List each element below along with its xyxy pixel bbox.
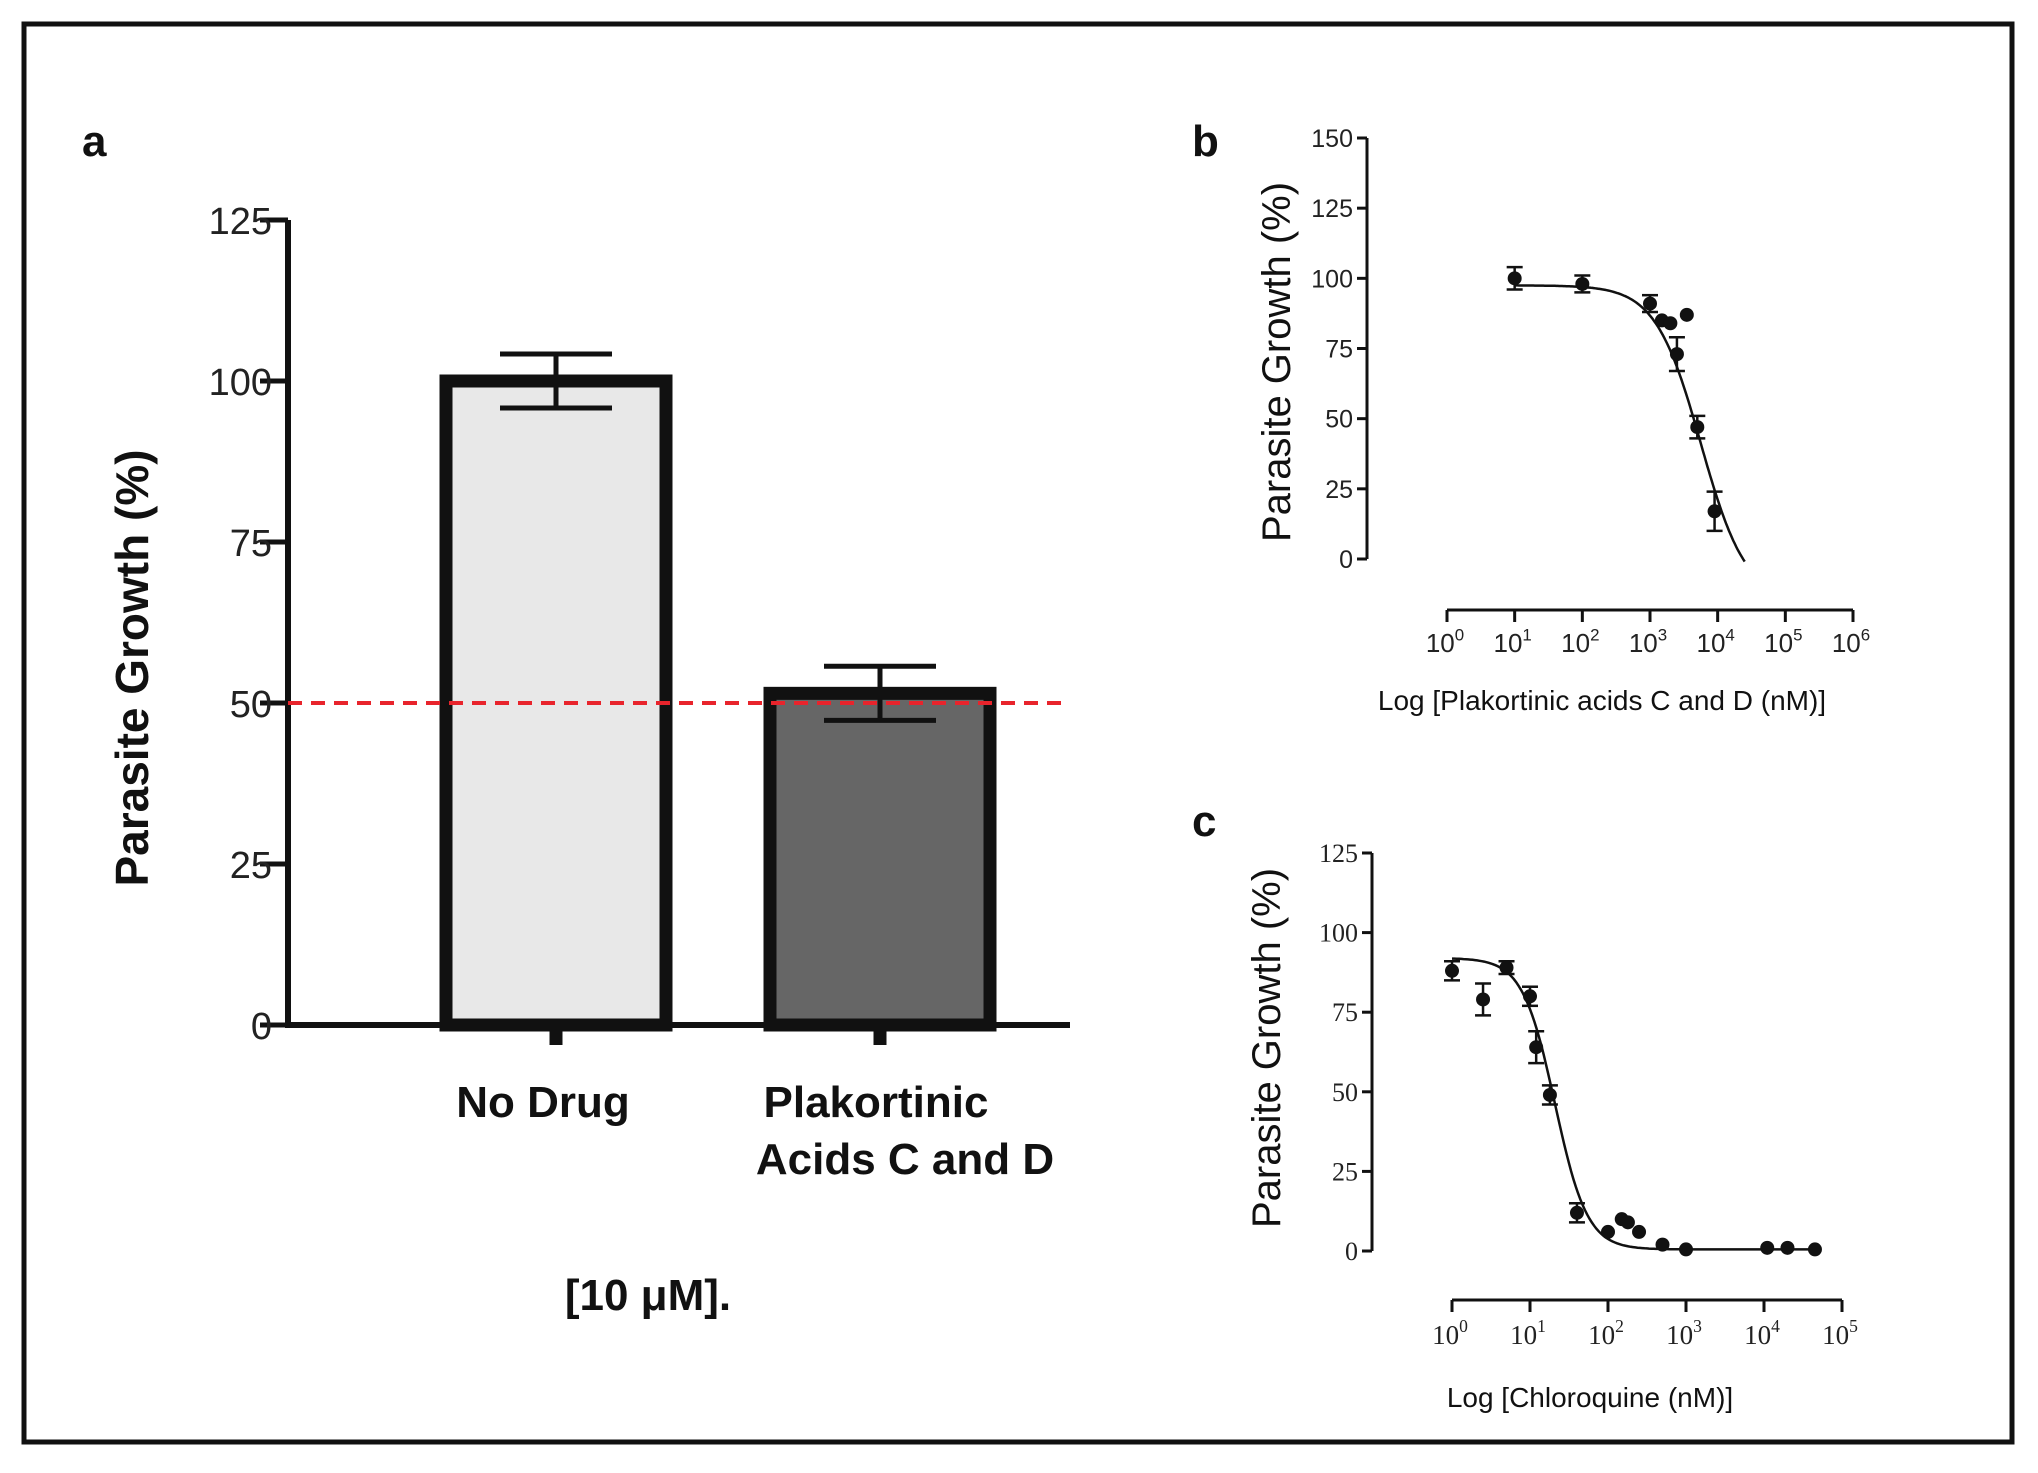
panel-a-bar bbox=[763, 686, 997, 1032]
panel-c-x-tick-label: 104 bbox=[1744, 1316, 1780, 1350]
panel-b-x-label: Log [Plakortinic acids C and D (nM)] bbox=[1378, 685, 1826, 716]
panel-c-data-point bbox=[1780, 1240, 1795, 1255]
panel-a-y-tick-label: 75 bbox=[230, 523, 272, 565]
panel-c-x-tick-label: 103 bbox=[1666, 1316, 1702, 1350]
panel-b-x-tick-label: 101 bbox=[1494, 625, 1532, 658]
panel-b-data-point bbox=[1507, 271, 1522, 286]
figure-frame bbox=[21, 21, 2015, 1445]
panel-c-x-label: Log [Chloroquine (nM)] bbox=[1447, 1382, 1733, 1413]
panel-b-y-tick-label: 0 bbox=[1339, 546, 1353, 574]
panel-c-y-tick-label: 25 bbox=[1332, 1157, 1358, 1186]
panel-c-data-point bbox=[1655, 1237, 1670, 1252]
panel-c-data-point bbox=[1499, 960, 1514, 975]
panel-a-y-tick-label: 0 bbox=[251, 1006, 272, 1048]
panel-c-data-point bbox=[1523, 989, 1537, 1004]
panel-c-y-tick-label: 50 bbox=[1332, 1078, 1358, 1107]
panel-a-category-2-line1: Plakortinic bbox=[764, 1078, 989, 1127]
panel-b-fit-curve bbox=[1514, 284, 1746, 563]
panel-c-x-tick-label: 100 bbox=[1432, 1316, 1468, 1350]
panel-a-y-tick-label: 50 bbox=[230, 684, 272, 726]
panel-b-data-point bbox=[1575, 276, 1590, 291]
panel-c-data-point bbox=[1679, 1242, 1693, 1257]
panel-a-y-tick-label: 25 bbox=[230, 845, 272, 887]
panel-b-y-tick-label: 100 bbox=[1311, 265, 1353, 293]
panel-c-fit-curve bbox=[1452, 957, 1819, 1251]
panel-b-x-tick-label: 106 bbox=[1832, 625, 1870, 658]
panel-c-data-point bbox=[1760, 1240, 1775, 1255]
panel-a-category-1-line1: No Drug bbox=[456, 1078, 630, 1127]
panel-c-data-point bbox=[1569, 1205, 1584, 1220]
panel-b-y-tick-label: 50 bbox=[1325, 406, 1353, 434]
panel-c-plot: 0 25 50 75 100 125 100 101 102 103 104 105 bbox=[1319, 839, 1858, 1350]
panel-a-axes: 0 25 50 75 100 125 bbox=[209, 201, 1070, 1048]
panel-c: c 0 25 50 75 100 125 100 101 102 103 104 105 Parasi… bbox=[1192, 797, 1858, 1413]
panel-b-data-point bbox=[1663, 316, 1678, 331]
panel-b-data-point bbox=[1669, 347, 1684, 362]
panel-b-y-tick-label: 75 bbox=[1325, 336, 1353, 364]
panel-b-y-tick-label: 150 bbox=[1311, 125, 1353, 153]
panel-a-y-tick-label: 125 bbox=[209, 201, 272, 243]
panel-label-c: c bbox=[1192, 797, 1216, 846]
panel-c-data-point bbox=[1620, 1215, 1635, 1230]
panel-c-y-tick-label: 125 bbox=[1319, 839, 1358, 868]
panel-c-data-point bbox=[1445, 963, 1459, 978]
panel-c-y-tick-label: 100 bbox=[1319, 919, 1358, 948]
panel-b-data-point bbox=[1643, 296, 1657, 311]
panel-b-data-point bbox=[1690, 420, 1705, 435]
panel-a-category-2-line2: Acids C and D bbox=[756, 1135, 1054, 1184]
panel-label-b: b bbox=[1192, 117, 1219, 166]
panel-b-y-label: Parasite Growth (%) bbox=[1255, 182, 1299, 542]
panel-a-x-label: [10 μM]. bbox=[565, 1271, 731, 1320]
panel-c-x-tick-label: 102 bbox=[1588, 1316, 1624, 1350]
panel-b-data-point bbox=[1679, 307, 1694, 322]
panel-c-y-tick-label: 75 bbox=[1332, 998, 1358, 1027]
panel-b-data-point bbox=[1707, 504, 1722, 519]
panel-c-data-point bbox=[1542, 1087, 1557, 1102]
panel-b-y-tick-label: 125 bbox=[1311, 195, 1353, 223]
panel-c-y-tick-label: 0 bbox=[1345, 1237, 1358, 1266]
panel-c-x-tick-label: 105 bbox=[1822, 1316, 1858, 1350]
panel-b-x-tick-label: 103 bbox=[1629, 625, 1667, 658]
panel-b-x-tick-label: 105 bbox=[1764, 625, 1802, 658]
panel-label-a: a bbox=[82, 117, 107, 166]
panel-b-x-tick-label: 100 bbox=[1426, 625, 1464, 658]
panel-c-data-point bbox=[1807, 1242, 1822, 1257]
panel-a-y-label: Parasite Growth (%) bbox=[106, 449, 158, 886]
panel-b-plot: 0 25 50 75 100 125 150 100 101 102 103 104 105 106 bbox=[1311, 125, 1870, 658]
panel-c-data-point bbox=[1632, 1224, 1647, 1239]
panel-b-x-tick-label: 102 bbox=[1561, 625, 1599, 658]
panel-c-data-point bbox=[1476, 992, 1491, 1007]
panel-c-data-point bbox=[1529, 1040, 1544, 1055]
panel-c-x-tick-label: 101 bbox=[1510, 1316, 1546, 1350]
panel-c-data-point bbox=[1601, 1224, 1615, 1239]
panel-a: a 0 25 50 75 100 125 Parasite Growth (%) No D… bbox=[82, 117, 1070, 1320]
panel-a-y-tick-label: 100 bbox=[209, 362, 272, 404]
panel-a-bars bbox=[288, 351, 1070, 1045]
panel-c-y-label: Parasite Growth (%) bbox=[1245, 868, 1289, 1228]
panel-b-y-tick-label: 25 bbox=[1325, 476, 1353, 504]
panel-b-x-tick-label: 104 bbox=[1697, 625, 1735, 658]
